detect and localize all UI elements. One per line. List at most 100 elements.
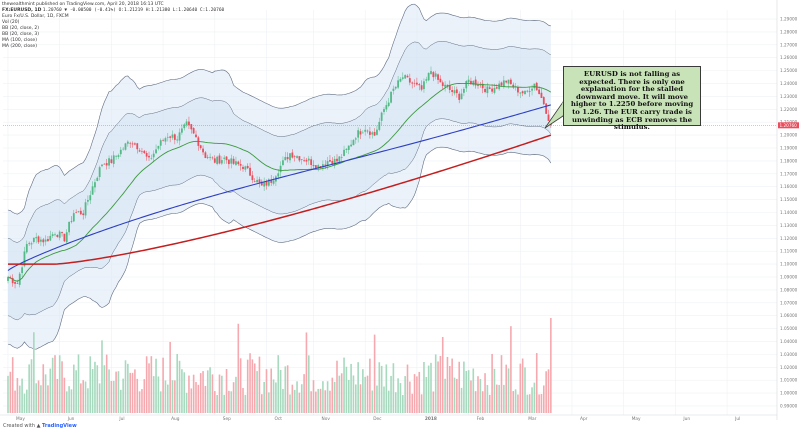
volume-bar — [493, 368, 496, 413]
volume-bar — [463, 361, 465, 413]
candle-body — [185, 121, 188, 126]
volume-bar — [347, 379, 350, 413]
volume-bar — [474, 391, 477, 413]
volume-bar — [275, 382, 277, 413]
volume-bar — [216, 394, 218, 413]
candle-body — [401, 77, 404, 79]
chart-header: thewealthmint published on TradingView.c… — [2, 2, 224, 50]
volume-bar — [446, 356, 449, 413]
candle-body — [16, 283, 19, 284]
indicator-bb-3[interactable]: BB (20, close, 3) — [2, 32, 40, 37]
candle-body — [314, 165, 317, 169]
volume-bar — [162, 357, 164, 413]
candle-body — [30, 243, 33, 245]
indicator-ma-200[interactable]: MA (200, close) — [2, 44, 37, 49]
volume-bar — [531, 387, 533, 413]
price-axis[interactable]: 1.29000 1.28000 1.27000 1.26000 1.25000 1.240… — [776, 0, 799, 420]
candle-body — [79, 210, 82, 215]
candle-body — [345, 148, 348, 150]
candle-body — [303, 160, 305, 162]
candle-body — [188, 121, 190, 126]
price-tick-label: 1.02000 — [780, 365, 798, 370]
candle-body — [463, 88, 465, 93]
time-axis[interactable]: May Jun Jul Aug Sep Oct Nov Dec 2018 Feb Mar Apr May… — [0, 414, 777, 422]
volume-bar — [11, 357, 14, 413]
volume-bar — [40, 385, 42, 413]
annotation-callout[interactable]: EURUSD is not falling as expected. There… — [563, 66, 701, 131]
price-tick-label: 1.19000 — [780, 146, 798, 151]
volume-bar — [338, 375, 341, 413]
price-tick-label: 1.18000 — [780, 158, 798, 163]
volume-bar — [486, 384, 489, 413]
volume-bar — [174, 380, 176, 413]
volume-bar — [176, 353, 178, 413]
price-tick-label: 1.29000 — [780, 17, 798, 22]
candle-body — [519, 92, 522, 94]
volume-bar — [65, 391, 68, 413]
volume-bar — [61, 361, 63, 413]
candle-body — [72, 213, 75, 222]
candle-body — [117, 155, 120, 157]
price-tick-label: 1.06000 — [780, 313, 798, 318]
volume-bar — [105, 354, 108, 413]
volume-bar — [376, 385, 378, 413]
candle-body — [451, 90, 454, 93]
candle-body — [446, 84, 449, 87]
volume-bar — [117, 371, 120, 413]
volume-bar — [324, 390, 327, 413]
candle-body — [47, 239, 49, 242]
volume-bar — [343, 357, 345, 413]
volume-bar — [110, 380, 113, 413]
volume-bar — [538, 394, 540, 413]
candle-body — [63, 233, 66, 242]
volume-bar — [355, 384, 357, 413]
volume-bar — [221, 375, 223, 413]
candle-body — [110, 159, 113, 163]
price-tick-label: 1.04000 — [780, 339, 798, 344]
candle-body — [533, 83, 536, 89]
volume-bar — [543, 385, 545, 413]
indicator-ma-100[interactable]: MA (100, close) — [2, 38, 37, 43]
candle-body — [364, 129, 367, 132]
candle-body — [488, 87, 491, 89]
volume-bar — [456, 378, 458, 413]
volume-bar — [451, 358, 453, 413]
candle-body — [385, 105, 388, 110]
indicator-bb-2[interactable]: BB (20, close, 2) — [2, 26, 40, 31]
volume-bar — [333, 381, 336, 413]
volume-bar — [296, 381, 298, 413]
volume-bar — [434, 354, 437, 413]
volume-bar — [141, 389, 143, 413]
volume-bar — [225, 368, 228, 413]
volume-bar — [277, 355, 280, 413]
candle-body — [545, 103, 548, 114]
volume-bar — [84, 381, 87, 413]
candle-body — [82, 213, 85, 216]
candle-body — [484, 88, 486, 93]
volume-bar — [282, 388, 284, 413]
candle-body — [437, 74, 439, 80]
volume-bar — [310, 391, 312, 413]
candle-body — [333, 158, 336, 166]
candle-body — [75, 212, 78, 213]
candle-body — [89, 195, 92, 201]
volume-bar — [521, 358, 524, 413]
candle-body — [502, 80, 505, 87]
candle-body — [481, 83, 484, 89]
candle-body — [124, 143, 127, 150]
volume-bar — [441, 336, 444, 413]
price-tick-label: 1.12000 — [780, 236, 798, 241]
volume-bars — [7, 318, 552, 413]
volume-bar — [209, 367, 211, 413]
volume-bar — [91, 368, 94, 413]
volume-bar — [409, 381, 411, 413]
candle-body — [347, 145, 350, 150]
candle-body — [343, 149, 345, 156]
candle-body — [322, 164, 324, 168]
volume-bar — [500, 355, 503, 413]
volume-bar — [402, 394, 404, 413]
volume-bar — [197, 384, 200, 413]
volume-bar — [514, 389, 517, 413]
indicator-vol[interactable]: Vol (20) — [2, 20, 20, 25]
